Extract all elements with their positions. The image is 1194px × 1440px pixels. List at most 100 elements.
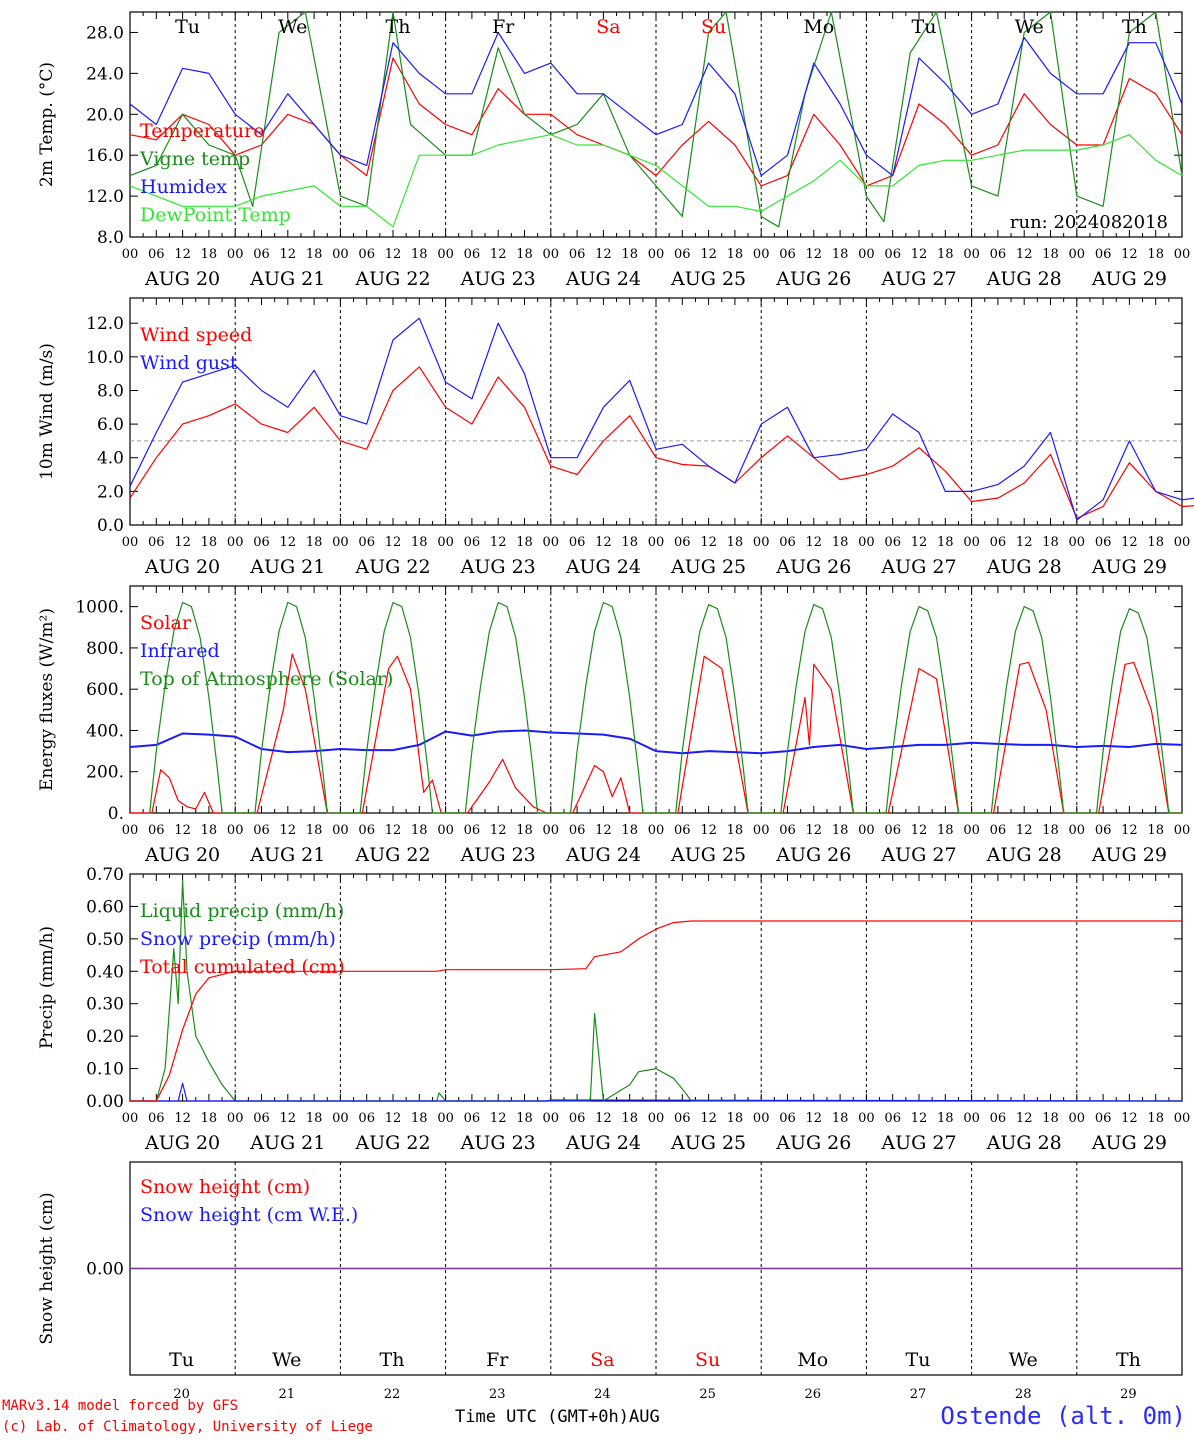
x-hour-label: 18 (1147, 1111, 1164, 1126)
x-hour-label: 00 (1069, 823, 1086, 838)
x-day-number: 29 (1120, 1387, 1137, 1402)
x-hour-label: 06 (253, 535, 270, 550)
x-hour-label: 18 (1042, 823, 1059, 838)
x-hour-label: 06 (884, 823, 901, 838)
lab-credit: (c) Lab. of Climatology, University of L… (2, 1419, 373, 1435)
x-hour-label: 12 (806, 535, 823, 550)
panel-2: 0.0 2.0 4.0 6.0 8.0 10.0 12.0 10m Wind (m/s) Win… (37, 297, 1194, 578)
x-hour-label: 06 (990, 247, 1007, 262)
x-hour-label: 12 (1016, 1111, 1033, 1126)
legend-entry: Humidex (140, 176, 227, 198)
x-hour-label: 00 (858, 823, 875, 838)
x-hour-label: 12 (280, 247, 297, 262)
x-date-label: AUG 23 (460, 556, 536, 578)
x-date-label: AUG 21 (249, 556, 325, 578)
x-hour-label: 12 (1121, 823, 1138, 838)
x-hour-label: 06 (569, 247, 586, 262)
legend-entry: Total cumulated (cm) (140, 956, 345, 978)
y-tick-label: 0.40 (86, 962, 124, 982)
legend-entry: Liquid precip (mm/h) (140, 900, 344, 922)
day-of-week-label: Th (386, 16, 411, 38)
x-hour-label: 06 (464, 535, 481, 550)
y-axis-label: Energy fluxes (W/m²) (37, 608, 57, 791)
y-tick-label: 24.0 (86, 64, 124, 84)
x-date-label: AUG 24 (565, 268, 641, 290)
x-hour-label: 12 (595, 535, 612, 550)
x-hour-label: 06 (464, 247, 481, 262)
x-hour-label: 12 (806, 247, 823, 262)
series-line-liquid-precip-mm-h- (130, 879, 1182, 1102)
x-hour-label: 00 (753, 247, 770, 262)
x-hour-label: 18 (411, 535, 428, 550)
x-hour-label: 00 (753, 823, 770, 838)
series-line-infrared (129, 729, 1183, 755)
x-hour-label: 12 (385, 247, 402, 262)
x-hour-label: 18 (621, 247, 638, 262)
x-hour-label: 00 (753, 1111, 770, 1126)
x-hour-label: 12 (174, 535, 191, 550)
x-hour-label: 18 (306, 1111, 323, 1126)
series-line-total-cumulated-cm- (130, 920, 1182, 1102)
x-hour-label: 12 (806, 1111, 823, 1126)
x-hour-label: 00 (122, 823, 139, 838)
day-of-week-label: We (1009, 1349, 1038, 1371)
x-hour-label: 00 (543, 1111, 560, 1126)
x-axis-month: AUG (629, 1407, 660, 1427)
y-tick-label: 1000. (75, 598, 124, 618)
x-hour-label: 12 (385, 1111, 402, 1126)
series-line-humidex (129, 31, 1183, 177)
x-hour-label: 06 (779, 823, 796, 838)
day-of-week-label: Sa (596, 16, 620, 38)
y-tick-label: 12.0 (86, 187, 124, 207)
x-date-label: AUG 21 (249, 844, 325, 866)
x-hour-label: 00 (1069, 247, 1086, 262)
y-tick-label: 4.0 (97, 449, 124, 469)
x-hour-label: 06 (674, 535, 691, 550)
x-hour-label: 18 (621, 535, 638, 550)
x-hour-label: 06 (1095, 247, 1112, 262)
x-date-label: AUG 26 (775, 844, 851, 866)
x-date-label: AUG 25 (670, 1132, 746, 1154)
x-hour-label: 18 (937, 535, 954, 550)
x-hour-label: 00 (648, 247, 665, 262)
x-date-label: AUG 26 (775, 1132, 851, 1154)
series-line-top-of-atmosphere-solar- (149, 601, 1182, 814)
x-hour-label: 06 (148, 247, 165, 262)
x-hour-label: 00 (122, 247, 139, 262)
x-hour-label: 06 (884, 247, 901, 262)
x-hour-label: 12 (1016, 247, 1033, 262)
x-hour-label: 06 (569, 1111, 586, 1126)
x-hour-label: 00 (122, 1111, 139, 1126)
x-day-number: 21 (279, 1387, 296, 1402)
x-hour-label: 18 (727, 823, 744, 838)
legend-entry: Infrared (140, 640, 220, 662)
day-of-week-label: Tu (912, 16, 937, 38)
x-hour-label: 06 (990, 535, 1007, 550)
series-line-dewpoint-temp (129, 134, 1183, 228)
y-tick-label: 0.20 (86, 1027, 124, 1047)
x-date-label: AUG 23 (460, 268, 536, 290)
x-hour-label: 00 (1069, 1111, 1086, 1126)
x-date-label: AUG 29 (1091, 1132, 1167, 1154)
x-hour-label: 00 (437, 247, 454, 262)
x-hour-label: 06 (779, 247, 796, 262)
x-date-label: AUG 26 (775, 556, 851, 578)
x-hour-label: 00 (332, 247, 349, 262)
x-hour-label: 06 (358, 823, 375, 838)
y-axis-label: 2m Temp. (°C) (37, 62, 57, 187)
x-day-number: 27 (910, 1387, 927, 1402)
day-of-week-label: We (278, 16, 307, 38)
x-hour-label: 12 (490, 247, 507, 262)
x-hour-label: 12 (1121, 535, 1138, 550)
x-hour-label: 12 (490, 823, 507, 838)
x-hour-label: 00 (227, 823, 244, 838)
x-day-number: 20 (173, 1387, 190, 1402)
x-date-label: AUG 22 (354, 1132, 430, 1154)
x-date-label: AUG 29 (1091, 268, 1167, 290)
y-axis-label: Snow height (cm) (37, 1192, 57, 1344)
x-hour-label: 06 (779, 1111, 796, 1126)
x-date-label: AUG 21 (249, 268, 325, 290)
x-hour-label: 00 (543, 535, 560, 550)
x-hour-label: 06 (1095, 823, 1112, 838)
x-date-label: AUG 24 (565, 844, 641, 866)
